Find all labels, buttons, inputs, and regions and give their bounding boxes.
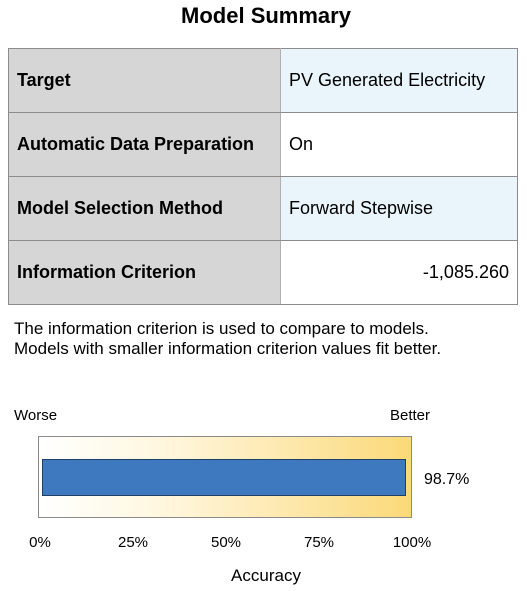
- table-row: Information Criterion -1,085.260: [8, 240, 518, 305]
- table-row: Target PV Generated Electricity: [8, 48, 518, 113]
- axis-tick-label: 75%: [303, 534, 335, 551]
- row-value-information-criterion: -1,085.260: [280, 240, 518, 305]
- accuracy-gauge: [38, 436, 412, 518]
- worse-label: Worse: [14, 407, 58, 424]
- note-line-2: Models with smaller information criterio…: [14, 339, 442, 358]
- row-value-selection-method: Forward Stepwise: [280, 176, 518, 241]
- row-value-target: PV Generated Electricity: [280, 48, 518, 113]
- page-title: Model Summary: [181, 3, 351, 28]
- axis-tick-label: 50%: [210, 534, 242, 551]
- row-label-information-criterion: Information Criterion: [8, 240, 281, 305]
- axis-tick-label: 0%: [29, 534, 51, 551]
- table-row: Automatic Data Preparation On: [8, 112, 518, 177]
- axis-title: Accuracy: [231, 566, 301, 585]
- better-label: Better: [390, 407, 431, 424]
- note-line-1: The information criterion is used to com…: [14, 319, 429, 338]
- model-summary-table: Target PV Generated Electricity Automati…: [8, 48, 518, 305]
- accuracy-value-label: 98.7%: [424, 471, 470, 488]
- axis-tick-label: 100%: [392, 534, 432, 551]
- axis-tick-label: 25%: [117, 534, 149, 551]
- information-criterion-note: The information criterion is used to com…: [14, 319, 524, 359]
- row-label-selection-method: Model Selection Method: [8, 176, 281, 241]
- accuracy-bar: [42, 459, 406, 496]
- table-row: Model Selection Method Forward Stepwise: [8, 176, 518, 241]
- row-value-data-preparation: On: [280, 112, 518, 177]
- row-label-target: Target: [8, 48, 281, 113]
- row-label-data-preparation: Automatic Data Preparation: [8, 112, 281, 177]
